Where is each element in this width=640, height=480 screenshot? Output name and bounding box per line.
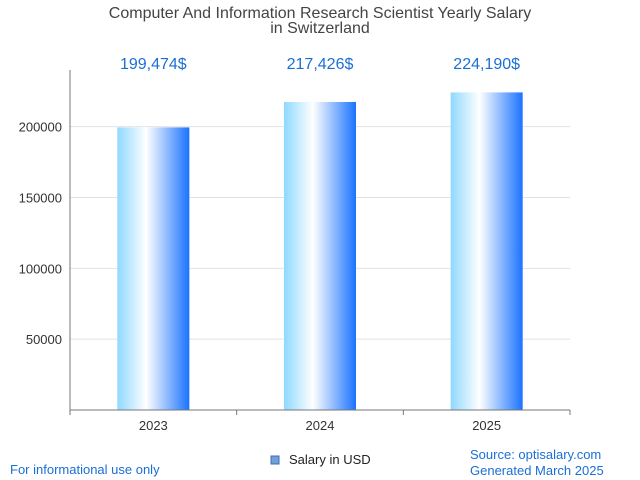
value-label-2025: 224,190$ xyxy=(453,56,520,73)
legend: Salary in USD xyxy=(270,452,371,467)
y-tick-label: 150000 xyxy=(19,191,62,206)
disclaimer-text: For informational use only xyxy=(10,462,160,477)
generated-date: Generated March 2025 xyxy=(470,463,604,478)
bars xyxy=(117,92,523,411)
bar-2023 xyxy=(117,127,190,410)
value-label-2023: 199,474$ xyxy=(120,56,187,73)
source-link[interactable]: Source: optisalary.com xyxy=(470,447,602,462)
bar-2025 xyxy=(450,92,523,411)
bar-2024 xyxy=(284,101,356,411)
legend-label: Salary in USD xyxy=(289,452,371,467)
axes xyxy=(69,70,571,415)
x-tick-label: 2025 xyxy=(472,418,501,433)
value-label-2024: 217,426$ xyxy=(287,56,354,73)
labels: 50000 100000 150000 200000 199,474$ 2023 217,4… xyxy=(19,56,521,433)
legend-swatch xyxy=(270,455,280,465)
chart-title-line-1: Computer And Information Research Scient… xyxy=(109,5,531,22)
source-block: Source: optisalary.com Generated March 2… xyxy=(470,447,604,479)
chart-title-line-2: in Switzerland xyxy=(270,20,370,37)
y-tick-label: 100000 xyxy=(19,261,62,276)
y-tick-label: 200000 xyxy=(19,120,62,135)
x-tick-label: 2023 xyxy=(139,418,168,433)
y-tick-label: 50000 xyxy=(26,332,62,347)
x-tick-label: 2024 xyxy=(306,418,335,433)
